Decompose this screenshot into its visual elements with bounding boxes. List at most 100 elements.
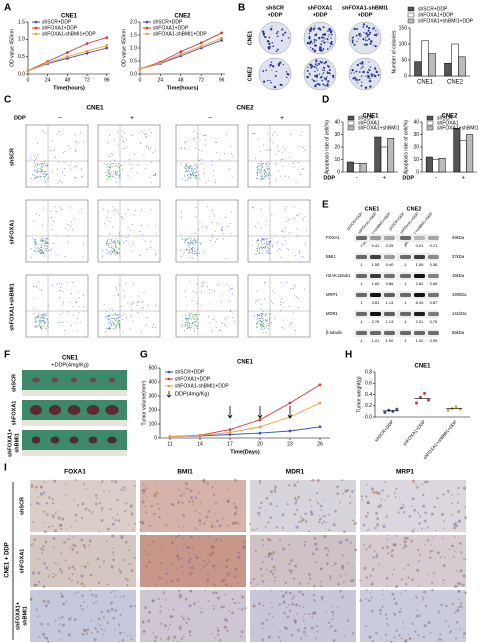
event [259, 318, 261, 320]
y-tick-label: 0.8 [365, 369, 372, 375]
legend-label: shSCR+DDP [175, 369, 205, 375]
event [46, 245, 48, 247]
nucleus [213, 583, 216, 587]
nucleus [438, 637, 442, 641]
event [114, 324, 116, 326]
nucleus [153, 639, 157, 643]
event [45, 328, 47, 329]
ihc-image [140, 480, 246, 532]
nucleus [248, 522, 252, 525]
band [370, 331, 381, 335]
colony [280, 83, 283, 87]
colony [262, 80, 266, 83]
band-value: 1 [360, 338, 363, 343]
nucleus [202, 480, 206, 483]
event [262, 314, 263, 315]
event [266, 167, 268, 169]
event [80, 167, 82, 169]
bar [374, 136, 382, 173]
event [31, 178, 32, 180]
nucleus [310, 480, 312, 482]
nucleus [174, 536, 178, 539]
event [263, 332, 265, 334]
event [74, 218, 76, 220]
event [113, 295, 115, 297]
event [225, 317, 227, 319]
nucleus [219, 638, 222, 642]
nucleus [284, 591, 288, 594]
nucleus [268, 553, 272, 556]
data-point [415, 401, 418, 405]
event [261, 326, 263, 328]
colony [314, 33, 317, 37]
nucleus [450, 629, 452, 632]
event [115, 319, 116, 321]
event [193, 138, 194, 139]
colony [355, 34, 358, 37]
event [42, 169, 44, 170]
band [400, 293, 411, 297]
event [118, 175, 120, 177]
nucleus [408, 638, 411, 641]
x-tick-label: 26 [317, 441, 323, 447]
event [268, 242, 270, 244]
event [195, 239, 196, 241]
nucleus [425, 528, 427, 530]
event [44, 239, 46, 241]
event [266, 243, 268, 245]
colony [262, 70, 265, 73]
nucleus [285, 606, 288, 609]
nucleus [423, 519, 427, 523]
event [117, 252, 118, 254]
event [113, 171, 115, 173]
event [107, 316, 109, 318]
nucleus [197, 600, 199, 603]
nucleus [61, 616, 64, 619]
event [185, 249, 187, 250]
nucleus [337, 606, 339, 608]
event [103, 304, 105, 305]
event [216, 223, 218, 224]
nucleus [324, 498, 326, 500]
nucleus [140, 534, 143, 537]
band-value: 0.21 [430, 243, 439, 248]
colony [321, 36, 324, 39]
event [293, 162, 295, 164]
event [267, 251, 269, 253]
event [268, 319, 270, 321]
event [102, 249, 103, 251]
event [262, 247, 264, 249]
event [224, 217, 226, 219]
nucleus [227, 500, 230, 503]
event [124, 295, 125, 297]
nucleus [269, 516, 272, 519]
nucleus [87, 544, 90, 547]
nucleus [112, 558, 116, 562]
event [47, 238, 49, 240]
event [47, 327, 49, 329]
event [189, 317, 191, 319]
event [42, 251, 43, 253]
event [264, 176, 266, 177]
event [71, 324, 72, 326]
nucleus [424, 543, 426, 546]
event [191, 250, 193, 252]
event [44, 249, 46, 251]
colony [358, 78, 361, 81]
event [197, 242, 199, 244]
event [195, 206, 197, 208]
cell-line-label: CNE2 [236, 105, 254, 112]
event [109, 252, 111, 253]
colony [368, 61, 370, 63]
nucleus [44, 604, 48, 608]
dose-arrow [227, 406, 233, 419]
nucleus [94, 627, 97, 630]
event [289, 323, 291, 325]
nucleus [370, 596, 373, 599]
nucleus [148, 543, 150, 545]
band-value: 2.01 [416, 319, 425, 324]
nucleus [81, 594, 84, 597]
event [184, 324, 186, 326]
nucleus [456, 501, 460, 504]
event [61, 283, 63, 285]
